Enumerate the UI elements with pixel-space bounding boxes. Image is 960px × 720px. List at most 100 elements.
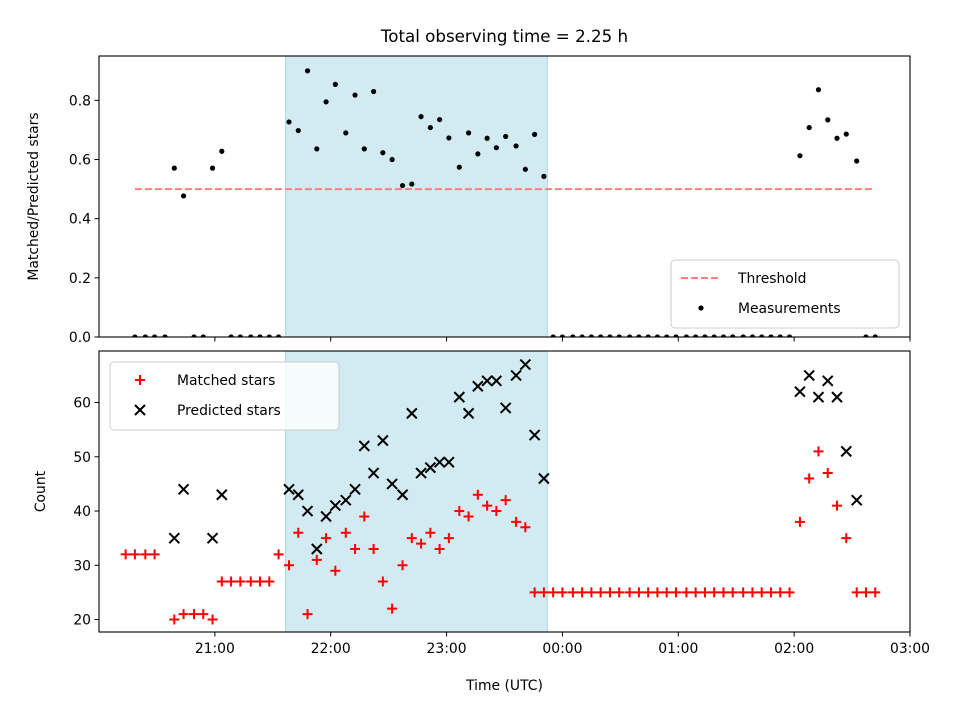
matched-star-point xyxy=(425,527,436,538)
measurement-point xyxy=(636,334,642,337)
matched-star-point xyxy=(149,549,160,560)
axes-frame-counts xyxy=(98,350,911,633)
measurement-point xyxy=(579,334,585,337)
chart-title: Total observing time = 2.25 h xyxy=(380,26,628,46)
measurement-point xyxy=(532,131,538,137)
measurement-point xyxy=(834,135,840,141)
predicted-star-point xyxy=(803,369,815,382)
matched-star-point xyxy=(387,603,398,614)
matched-star-point xyxy=(226,576,237,587)
matched-star-point xyxy=(293,527,304,538)
measurement-point xyxy=(446,135,452,141)
x-tick-label: 23:00 xyxy=(427,641,467,657)
matched-star-point xyxy=(368,544,379,555)
matched-star-point xyxy=(624,587,635,598)
predicted-star-point xyxy=(472,380,484,392)
matched-star-point xyxy=(804,473,815,484)
predicted-star-point xyxy=(538,472,550,485)
measurement-point xyxy=(598,334,604,337)
y-tick-label: 30 xyxy=(73,558,91,574)
matched-star-point xyxy=(670,587,681,598)
measurement-point xyxy=(191,334,197,337)
matched-star-point xyxy=(472,489,483,500)
matched-star-point xyxy=(775,587,786,598)
matched-star-point xyxy=(443,533,454,544)
legend-counts: Matched stars Predicted stars xyxy=(109,361,340,431)
matched-star-point xyxy=(538,587,549,598)
legend-label: Threshold xyxy=(737,271,806,287)
measurement-point xyxy=(664,334,670,337)
matched-star-point xyxy=(500,495,511,506)
measurement-point xyxy=(683,334,689,337)
data-layer-ratio xyxy=(132,68,878,337)
predicted-star-point xyxy=(283,483,295,496)
measurement-point xyxy=(872,334,878,337)
predicted-star-point xyxy=(490,375,503,387)
measurement-point xyxy=(248,334,254,337)
matched-star-point xyxy=(330,565,341,576)
measurement-point xyxy=(559,334,566,337)
measurement-point xyxy=(465,130,472,136)
predicted-star-point xyxy=(462,407,475,420)
predicted-star-point xyxy=(850,494,863,506)
predicted-star-point xyxy=(453,391,466,403)
measurement-point xyxy=(427,124,433,131)
measurement-point xyxy=(370,88,377,95)
matched-star-point xyxy=(482,500,493,511)
measurement-point xyxy=(797,153,803,159)
matched-star-point xyxy=(633,587,644,598)
measurement-point xyxy=(815,87,822,93)
x-tick-label: 01:00 xyxy=(658,641,698,657)
predicted-star-point xyxy=(831,391,843,403)
predicted-star-point xyxy=(377,434,389,447)
predicted-star-point xyxy=(177,483,190,496)
measurement-point xyxy=(720,334,727,337)
data-layer-counts xyxy=(120,358,881,625)
predicted-star-point xyxy=(320,510,332,523)
measurement-point xyxy=(380,150,386,156)
matched-star-point xyxy=(586,587,597,598)
axes-frame-ratio xyxy=(98,55,911,338)
matched-star-point xyxy=(595,587,606,598)
predicted-star-point xyxy=(499,402,512,414)
matched-star-point xyxy=(870,587,881,598)
legend-box xyxy=(670,259,900,329)
panel-ratio: 0.0 0.2 0.4 0.6 0.8 Matched/Predicted stars Th… xyxy=(26,55,911,346)
predicted-star-point xyxy=(292,489,304,501)
legend-matched-swatch xyxy=(135,375,145,385)
predicted-star-point xyxy=(168,532,181,544)
measurement-point xyxy=(513,143,519,149)
matched-star-point xyxy=(350,544,361,555)
measurement-point xyxy=(484,135,490,141)
predicted-star-point xyxy=(519,358,532,371)
matched-star-point xyxy=(718,587,729,598)
y-tick-label: 0.8 xyxy=(69,93,91,109)
predicted-star-point xyxy=(528,429,541,441)
matched-star-point xyxy=(548,587,559,598)
measurement-point xyxy=(162,334,168,337)
predicted-star-point xyxy=(794,385,806,398)
matched-star-point xyxy=(681,587,692,598)
predicted-star-point xyxy=(329,499,342,512)
measurement-point xyxy=(314,146,320,152)
measurement-point xyxy=(570,334,576,337)
matched-star-point xyxy=(216,576,227,587)
measurement-point xyxy=(352,92,358,98)
matched-star-point xyxy=(738,587,749,598)
measurement-point xyxy=(475,151,481,157)
matched-star-point xyxy=(454,506,465,517)
measurement-point xyxy=(493,145,499,151)
measurement-point xyxy=(409,181,415,187)
measurement-point xyxy=(588,334,594,337)
measurement-point xyxy=(749,334,756,337)
matched-star-point xyxy=(699,587,710,598)
panel-counts: 20 30 40 50 60 21:00 22:00 23:00 00:00 01:00 02:00… xyxy=(33,350,930,657)
legend-ratio: Threshold Measurements xyxy=(670,259,900,329)
y-tick-label: 0.0 xyxy=(69,330,91,346)
predicted-star-point xyxy=(481,375,493,387)
matched-star-point xyxy=(255,576,266,587)
measurement-point xyxy=(418,114,424,120)
measurement-point xyxy=(777,334,783,337)
legend-box xyxy=(109,361,340,431)
measurement-point xyxy=(541,173,547,179)
